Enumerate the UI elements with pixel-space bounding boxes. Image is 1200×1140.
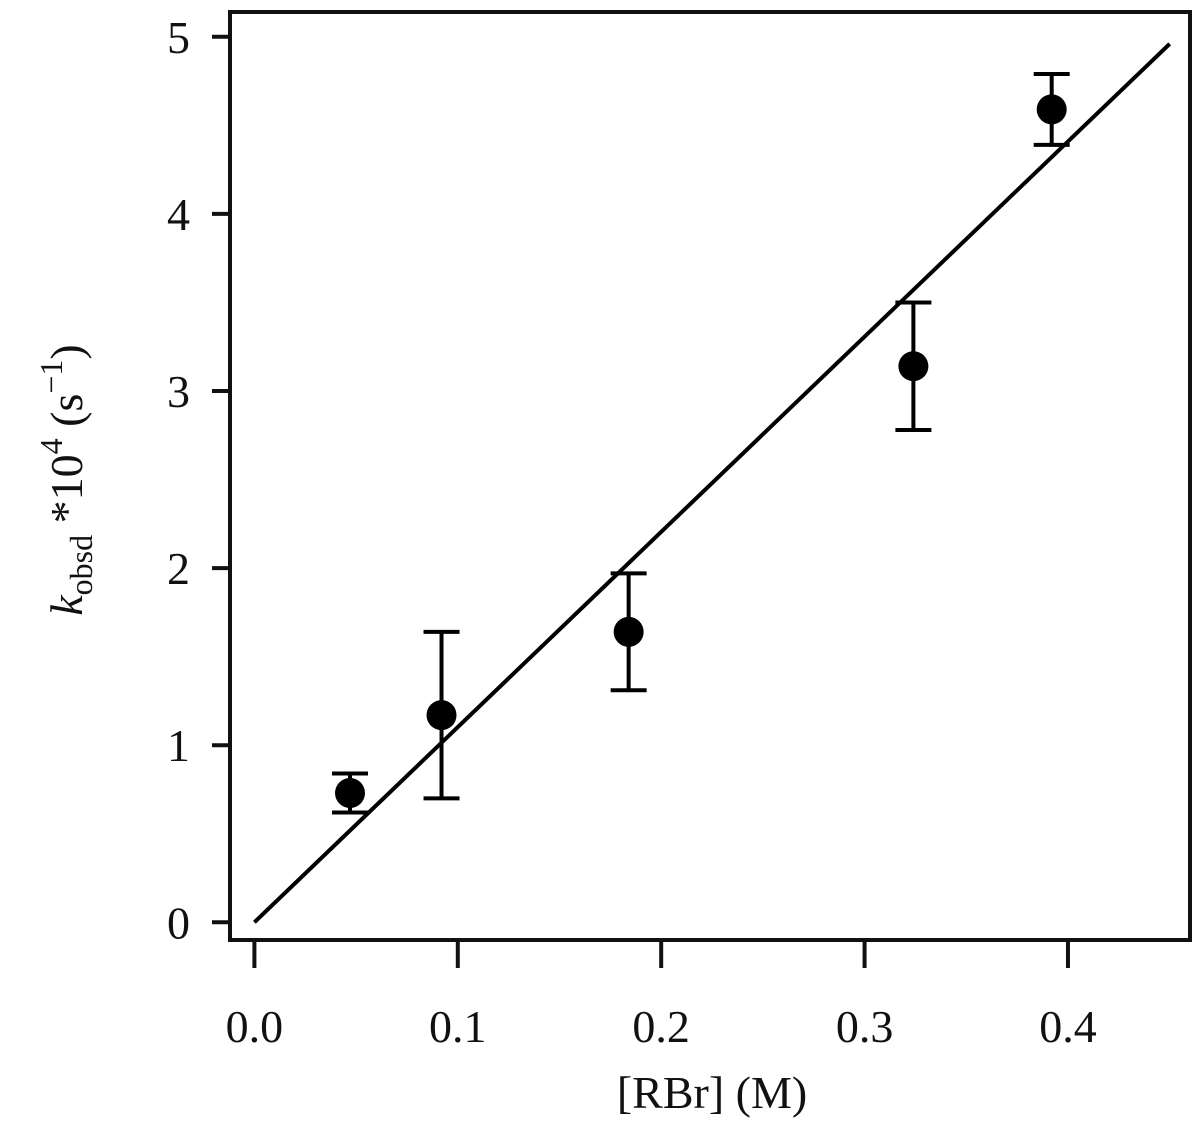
y-tick-label: 0 xyxy=(167,897,190,948)
plot-frame xyxy=(228,10,1192,942)
x-tick-label: 0.0 xyxy=(226,1001,284,1052)
fit-line xyxy=(253,42,1172,924)
y-axis-label: kobsd *104 (s−1) xyxy=(33,344,99,615)
data-point xyxy=(898,351,929,382)
x-tick-label: 0.4 xyxy=(1039,1001,1097,1052)
data-point xyxy=(426,700,457,731)
data-point xyxy=(613,616,644,647)
y-tick-label: 3 xyxy=(167,366,190,417)
data-point xyxy=(1036,94,1067,125)
y-label-unit: (s xyxy=(41,394,92,439)
x-tick-label: 0.1 xyxy=(429,1001,487,1052)
y-label-subscript: obsd xyxy=(63,535,99,595)
y-tick-label: 1 xyxy=(167,720,190,771)
y-tick-label: 2 xyxy=(167,543,190,594)
y-tick-label: 4 xyxy=(167,189,190,240)
y-label-unit-exponent: −1 xyxy=(33,360,69,394)
y-label-symbol: k xyxy=(41,594,92,616)
data-point xyxy=(335,778,365,809)
x-axis-label: [RBr] (M) xyxy=(617,1067,807,1118)
y-label-exponent: 4 xyxy=(33,438,69,454)
x-tick-label: 0.2 xyxy=(632,1001,690,1052)
y-label-factor: *10 xyxy=(41,454,92,535)
x-tick-label: 0.3 xyxy=(836,1001,894,1052)
y-label-close: ) xyxy=(41,344,92,359)
y-tick-label: 5 xyxy=(167,12,190,63)
